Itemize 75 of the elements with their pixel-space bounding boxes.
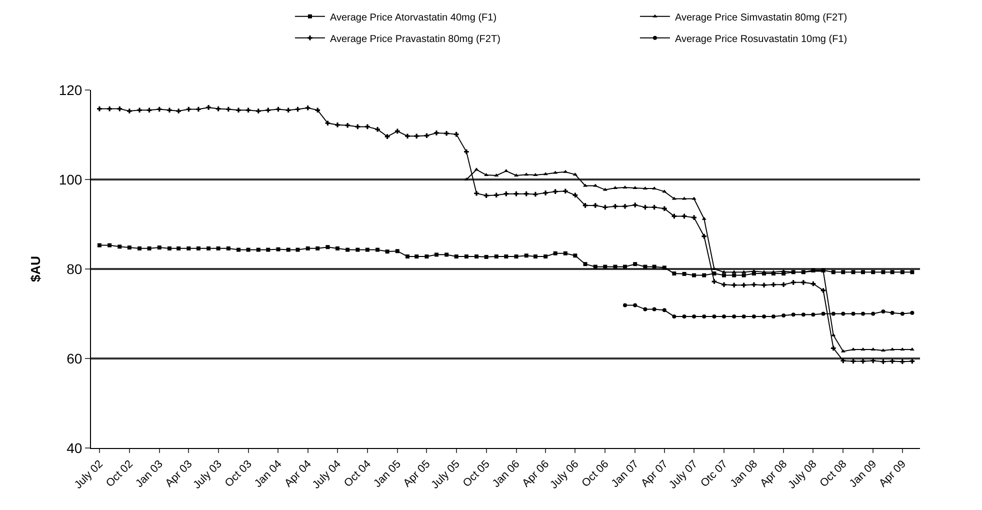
point	[623, 303, 627, 308]
point	[553, 170, 558, 174]
point	[841, 312, 846, 316]
point	[602, 188, 608, 191]
point	[593, 184, 598, 187]
point	[861, 312, 866, 316]
legend-label: Average Price Rosuvastatin 10mg (F1)	[674, 34, 848, 45]
x-tick-label: Apr 09	[877, 458, 908, 490]
point	[652, 307, 656, 312]
point	[533, 173, 538, 176]
point	[722, 314, 726, 318]
legend-label: Average Price Simvastatin 80mg (F2T)	[674, 12, 848, 24]
x-tick-label: Jan 06	[490, 458, 522, 490]
point	[870, 348, 876, 351]
x-tick-label: Oct 04	[342, 458, 374, 490]
point	[881, 310, 886, 314]
point	[782, 314, 786, 318]
x-tick-label: Oct 08	[818, 458, 850, 490]
point	[801, 312, 806, 317]
point	[910, 310, 914, 315]
point	[811, 312, 816, 317]
point	[860, 348, 866, 351]
y-tick-label: 120	[58, 82, 82, 98]
point	[791, 312, 796, 317]
point	[771, 314, 776, 318]
point	[662, 190, 667, 193]
point	[871, 312, 876, 316]
x-tick-label: July 02	[72, 458, 106, 492]
point	[672, 314, 676, 318]
x-tick-label: Jan 08	[728, 458, 760, 490]
legend-label: Average Price Atorvastatin 40mg (F1)	[330, 12, 497, 24]
point	[682, 314, 686, 318]
point	[900, 312, 904, 316]
point	[563, 170, 568, 173]
point	[643, 307, 648, 312]
point	[702, 314, 706, 318]
x-tick-label: Oct 06	[580, 458, 612, 490]
point	[890, 348, 895, 351]
point	[712, 314, 716, 318]
point	[831, 312, 836, 316]
x-tick-label: Jan 03	[134, 458, 166, 490]
x-tick-label: Jan 09	[847, 458, 880, 490]
point	[732, 314, 736, 318]
y-tick-label: 60	[66, 350, 82, 366]
point	[572, 172, 578, 176]
x-tick-label: Otc 07	[698, 458, 730, 490]
point	[742, 270, 746, 274]
y-tick-label: 40	[66, 440, 82, 456]
point	[662, 308, 666, 312]
point	[524, 172, 529, 176]
point	[910, 348, 914, 351]
x-tick-label: Jan 07	[609, 458, 642, 490]
point	[633, 303, 638, 308]
x-tick-label: Jan 04	[252, 458, 284, 490]
point	[762, 314, 766, 318]
x-tick-label: Jan 05	[372, 458, 404, 490]
point	[742, 314, 746, 318]
point	[692, 314, 696, 318]
point	[821, 312, 826, 316]
x-tick-label: Oct 02	[104, 458, 136, 490]
x-tick-label: Oct 03	[222, 458, 254, 490]
y-tick-label: 100	[58, 171, 82, 188]
point	[642, 186, 648, 190]
point	[840, 349, 846, 352]
y-tick-label: 80	[66, 260, 82, 277]
point	[494, 173, 499, 176]
x-tick-label: Oct 05	[460, 458, 492, 490]
point	[622, 186, 628, 189]
point	[702, 216, 706, 220]
point	[900, 348, 905, 351]
point	[851, 312, 856, 316]
y-axis-title: $AU	[28, 256, 43, 282]
legend-label: Average Price Pravastatin 80mg (F2T)	[330, 34, 500, 45]
point	[890, 310, 894, 315]
point	[752, 314, 756, 318]
